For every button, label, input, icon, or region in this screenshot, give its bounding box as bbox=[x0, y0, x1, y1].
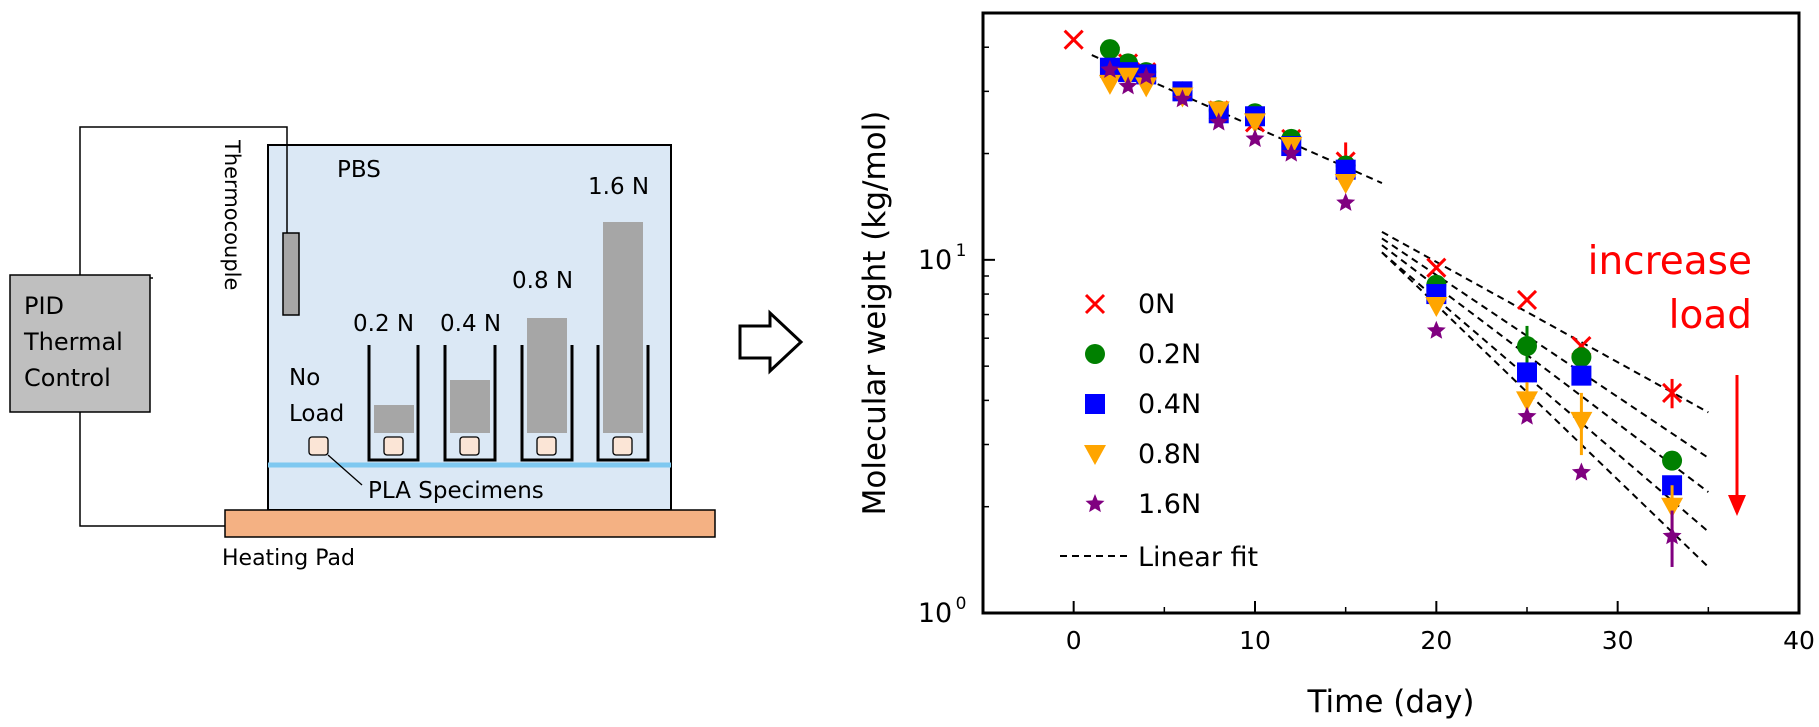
y-tick-exponent: 0 bbox=[956, 594, 967, 614]
pid-controller-box bbox=[9, 274, 151, 413]
no-load-label-line-2: Load bbox=[289, 401, 344, 427]
series-1.6N bbox=[1100, 59, 1682, 567]
container-0-4N bbox=[443, 345, 497, 462]
load-label-0-4N: 0.4 N bbox=[440, 311, 501, 337]
increase-load-arrow-head bbox=[1728, 495, 1746, 516]
container-1-6N bbox=[596, 345, 650, 462]
data-point bbox=[1098, 74, 1121, 95]
legend-label: 0N bbox=[1138, 289, 1175, 320]
weight-1-6N bbox=[603, 222, 643, 433]
data-point bbox=[1281, 143, 1301, 162]
legend-marker-0.8N bbox=[1084, 445, 1106, 465]
data-point bbox=[1662, 450, 1683, 471]
pid-label-line-1: PID bbox=[24, 292, 64, 320]
data-point bbox=[1571, 347, 1592, 368]
data-point bbox=[1245, 128, 1265, 147]
data-point bbox=[1136, 66, 1156, 85]
no-load-label-line-1: No bbox=[289, 365, 320, 391]
pid-label-line-3: Control bbox=[24, 364, 111, 392]
annotation-line-2: load bbox=[1669, 293, 1752, 338]
heating-pad-label: Heating Pad bbox=[222, 546, 355, 571]
annotation-line-1: increase bbox=[1588, 239, 1752, 284]
specimens-label: PLA Specimens bbox=[368, 478, 544, 504]
pid-label-line-2: Thermal bbox=[23, 328, 123, 356]
legend-label: 0.4N bbox=[1138, 389, 1201, 420]
data-point bbox=[1334, 174, 1357, 195]
data-point bbox=[1426, 257, 1447, 278]
data-point bbox=[1099, 39, 1120, 60]
container-0-2N bbox=[367, 345, 420, 462]
data-points bbox=[1063, 29, 1684, 567]
specimen-0-2N bbox=[383, 436, 404, 456]
weight-0-8N bbox=[527, 318, 567, 433]
legend-marker-1.6N bbox=[1085, 494, 1105, 513]
specimen-1-6N bbox=[612, 436, 633, 456]
data-point bbox=[1063, 29, 1084, 50]
legend-label: 1.6N bbox=[1138, 489, 1201, 520]
wire-top bbox=[79, 126, 288, 279]
x-tick-label: 40 bbox=[1783, 626, 1815, 655]
legend-marker-0.2N bbox=[1085, 344, 1105, 364]
data-point bbox=[1207, 101, 1230, 122]
data-point bbox=[1571, 462, 1591, 481]
data-point bbox=[1571, 365, 1592, 386]
data-point bbox=[1517, 406, 1537, 425]
fit-line-late bbox=[1381, 231, 1709, 414]
specimen-callout-line bbox=[327, 454, 363, 486]
data-point bbox=[1516, 289, 1538, 310]
legend-label: Linear fit bbox=[1138, 542, 1258, 573]
specimen-0-4N bbox=[459, 436, 480, 456]
data-point bbox=[1135, 77, 1158, 98]
thermocouple-probe bbox=[282, 232, 300, 316]
right-arrow-icon bbox=[738, 309, 804, 375]
fit-line-late bbox=[1381, 244, 1709, 493]
specimen-no-load bbox=[308, 436, 329, 456]
y-tick-label: 10 bbox=[918, 598, 952, 629]
heating-pad bbox=[224, 509, 716, 538]
data-point bbox=[1662, 382, 1683, 403]
data-point bbox=[1100, 59, 1120, 78]
legend-label: 0.8N bbox=[1138, 439, 1201, 470]
x-axis-label: Time (day) bbox=[1307, 684, 1475, 720]
load-label-0-8N: 0.8 N bbox=[512, 268, 573, 294]
legend-label: 0.2N bbox=[1138, 339, 1201, 370]
data-point bbox=[1425, 297, 1448, 318]
y-axis-label: Molecular weight (kg/mol) bbox=[857, 111, 893, 516]
pbs-label: PBS bbox=[337, 157, 381, 183]
x-tick-label: 10 bbox=[1239, 626, 1271, 655]
data-point bbox=[1209, 112, 1229, 131]
data-point bbox=[1570, 411, 1593, 432]
data-point bbox=[1426, 320, 1446, 339]
x-tick-label: 30 bbox=[1602, 626, 1634, 655]
data-point bbox=[1517, 362, 1537, 383]
data-point bbox=[1244, 113, 1266, 134]
legend-marker-0.4N bbox=[1085, 394, 1105, 414]
y-tick-label: 10 bbox=[918, 245, 952, 276]
specimen-0-8N bbox=[536, 436, 557, 456]
thermocouple-label: Thermocouple bbox=[220, 139, 244, 290]
x-tick-label: 20 bbox=[1420, 626, 1452, 655]
weight-0-2N bbox=[374, 405, 414, 433]
data-point bbox=[1173, 89, 1192, 108]
plot-area bbox=[981, 11, 1801, 615]
container-0-8N bbox=[520, 345, 574, 462]
x-tick-label: 0 bbox=[1066, 626, 1082, 655]
data-point bbox=[1118, 76, 1138, 95]
y-tick-exponent: 1 bbox=[956, 241, 967, 261]
schematic: PBS PID Thermal Control Thermocouple 0.2… bbox=[9, 126, 716, 571]
wire-bottom bbox=[79, 412, 225, 527]
data-point bbox=[1336, 192, 1356, 211]
data-point bbox=[1662, 526, 1682, 545]
data-point bbox=[1661, 497, 1684, 518]
load-label-1-6N: 1.6 N bbox=[588, 174, 649, 200]
data-point bbox=[1517, 336, 1537, 357]
weight-0-4N bbox=[450, 380, 490, 433]
legend-marker-0N bbox=[1084, 293, 1106, 315]
data-point bbox=[1516, 391, 1538, 412]
legend: 0N 0.2N 0.4N 0.8N 1.6N Linear fit bbox=[1060, 289, 1258, 573]
load-label-0-2N: 0.2 N bbox=[353, 311, 414, 337]
